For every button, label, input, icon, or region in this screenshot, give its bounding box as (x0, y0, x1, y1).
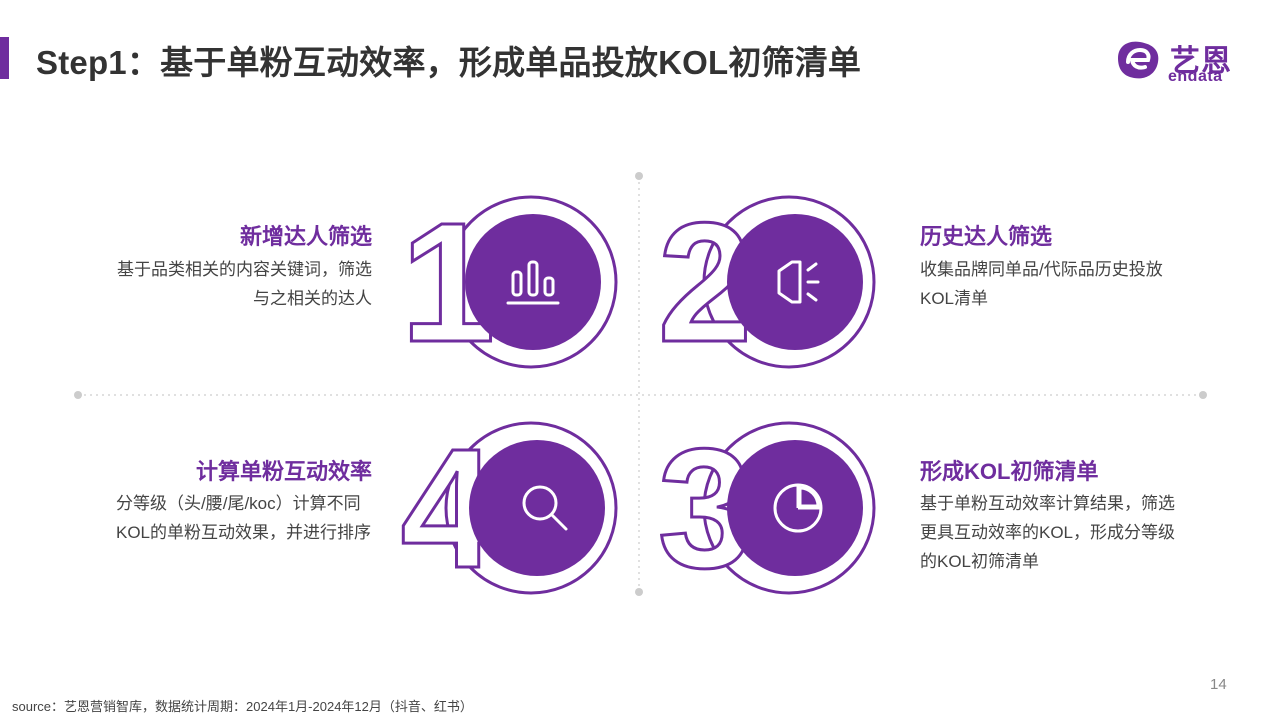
step-2-outer-ring (702, 195, 876, 369)
step-1-badge (465, 214, 601, 350)
step-3-outer-ring (702, 421, 876, 595)
step-2-badge (727, 214, 863, 350)
step-3-graphic: 3 (656, 413, 876, 606)
speaker-icon (777, 260, 820, 304)
axis-dot-top (635, 172, 643, 180)
title-accent-bar (0, 37, 9, 79)
step-2-graphic: 2 (656, 187, 876, 380)
step-2-description: 收集品牌同单品/代际品历史投放KOL清单 (920, 260, 1163, 308)
step-4-badge (469, 440, 605, 576)
page-number: 14 (1210, 676, 1227, 693)
bar-chart-icon (506, 260, 560, 305)
step-2-title: 历史达人筛选 (920, 224, 1053, 249)
step-1-description: 基于品类相关的内容关键词，筛选与之相关的达人 (117, 260, 372, 308)
step-4-description: 分等级（头/腰/尾/koc）计算不同KOL的单粉互动效果，并进行排序 (116, 494, 372, 542)
logo-mark-icon (1118, 41, 1159, 79)
page-title: Step1：基于单粉互动效率，形成单品投放KOL初筛清单 (36, 44, 862, 81)
step-1-graphic: 1 (399, 187, 618, 380)
step-4-graphic: 4 (399, 413, 618, 606)
step-1-outer-ring (444, 195, 618, 369)
logo-text-en: endata (1168, 68, 1223, 85)
step-3-number: 3 (658, 414, 753, 604)
step-3-badge (727, 440, 863, 576)
step-4-title: 计算单粉互动效率 (195, 459, 372, 484)
source-note: source：艺恩营销智库，数据统计周期：2024年1月-2024年12月（抖音… (12, 699, 473, 714)
step-3-title: 形成KOL初筛清单 (920, 459, 1099, 484)
step-1-title: 新增达人筛选 (239, 224, 372, 249)
search-icon (522, 485, 568, 531)
step-4-outer-ring (444, 421, 618, 595)
pie-chart-icon (773, 483, 823, 533)
axis-dot-bottom (635, 588, 643, 596)
axis-dot-right (1199, 391, 1207, 399)
step-3-description: 基于单粉互动效率计算结果，筛选更具互动效率的KOL，形成分等级的KOL初筛清单 (920, 494, 1176, 571)
logo-text-cn: 艺恩 (1170, 45, 1232, 78)
endata-logo: 艺恩 endata (1112, 36, 1242, 92)
axis-dot-left (74, 391, 82, 399)
